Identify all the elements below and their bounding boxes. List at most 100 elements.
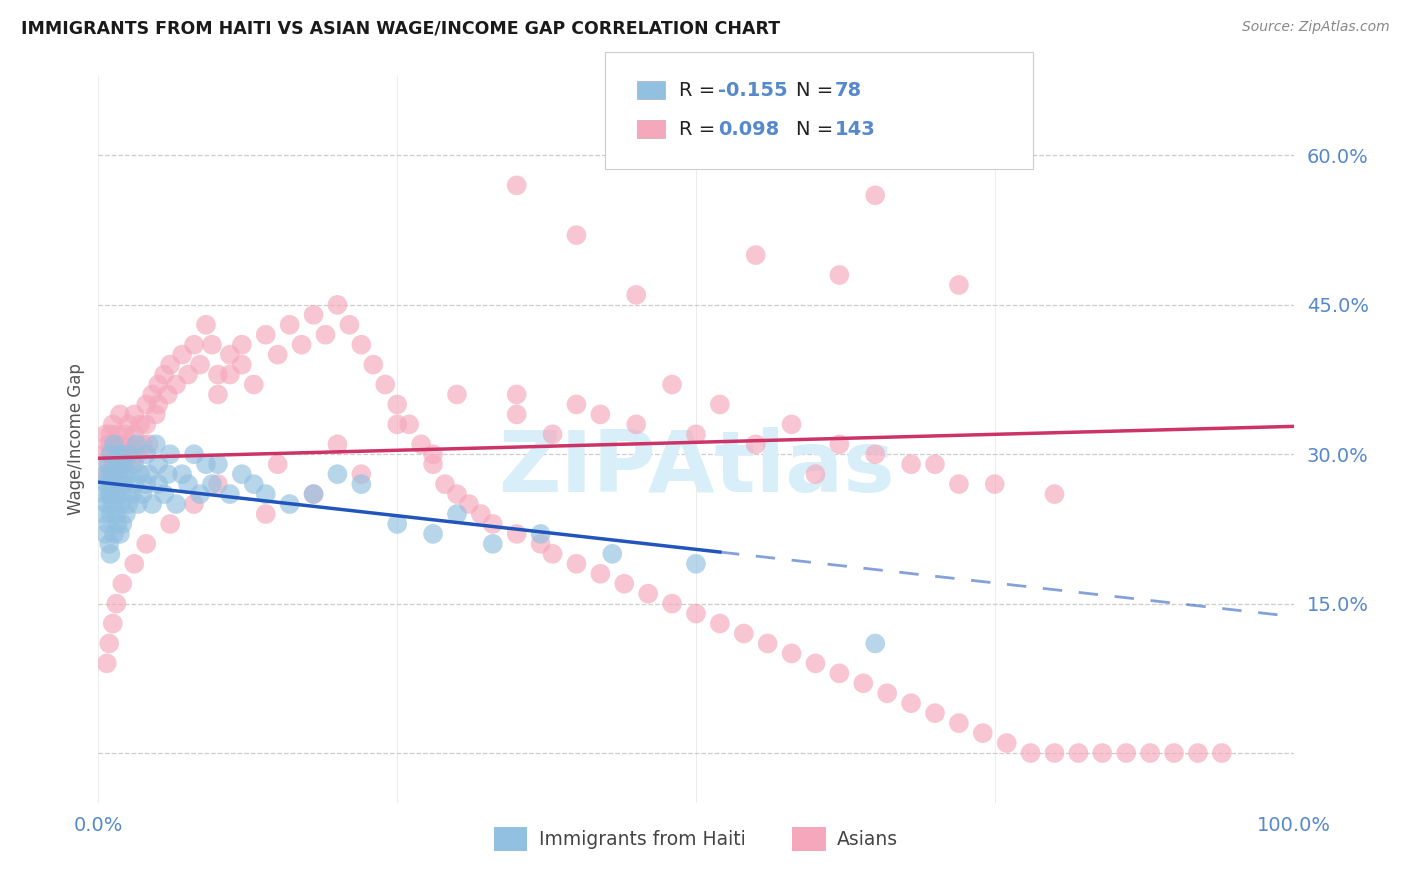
Point [541,427,564,442]
Point [98,477,122,491]
Point [98,467,122,482]
Point [141,497,163,511]
Point [159,516,181,531]
Point [1067,746,1090,760]
Point [188,358,211,372]
Point [278,318,301,332]
Point [661,377,683,392]
Point [107,516,129,531]
Point [156,467,179,482]
Point [125,437,148,451]
Point [101,417,124,432]
Point [446,507,468,521]
Point [254,507,277,521]
Point [1091,746,1114,760]
Point [804,657,827,671]
Point [104,437,127,451]
Point [98,636,121,650]
Point [127,497,149,511]
Point [135,537,157,551]
Point [98,487,122,501]
Point [111,457,134,471]
Point [97,437,120,451]
Point [385,397,409,411]
Point [98,437,122,451]
Point [97,516,120,531]
Point [96,657,118,671]
Text: -0.155: -0.155 [718,80,789,100]
Point [565,228,588,243]
Text: 143: 143 [835,120,876,139]
Point [326,298,349,312]
Point [93,487,115,501]
Point [446,387,468,401]
Point [172,467,194,482]
Point [219,348,242,362]
Point [141,387,163,401]
Point [107,477,129,491]
Point [124,457,146,471]
Point [105,507,128,521]
Point [565,397,588,411]
Point [267,457,290,471]
Point [145,437,167,451]
Point [153,368,176,382]
Point [350,477,373,491]
Point [148,377,170,392]
Point [302,487,325,501]
Point [756,636,779,650]
Point [111,467,134,482]
Point [177,368,200,382]
Point [243,377,266,392]
Point [183,497,205,511]
Point [118,437,141,451]
Point [98,537,121,551]
Point [828,437,851,451]
Point [131,437,153,451]
Point [254,487,277,501]
Point [876,686,898,700]
Point [96,467,118,482]
Point [231,358,253,372]
Point [183,337,205,351]
Point [709,397,731,411]
Point [530,537,553,551]
Point [685,557,707,571]
Point [422,457,444,471]
Point [153,487,176,501]
Text: R =: R = [679,120,721,139]
Point [93,447,115,461]
Point [111,576,134,591]
Point [165,497,187,511]
Point [108,447,131,461]
Point [828,268,851,282]
Point [135,397,157,411]
Point [98,487,121,501]
Point [541,547,564,561]
Point [481,516,505,531]
Point [118,467,141,482]
Point [103,527,125,541]
Point [900,696,922,710]
Point [115,507,138,521]
Point [780,417,803,432]
Point [661,597,683,611]
Point [852,676,875,690]
Point [948,277,970,292]
Point [411,437,433,451]
Point [326,467,349,482]
Point [865,636,887,650]
Point [105,487,128,501]
Point [96,477,118,491]
Text: N =: N = [796,120,839,139]
Point [626,417,648,432]
Point [124,477,146,491]
Point [924,457,946,471]
Point [1211,746,1233,760]
Point [278,497,301,511]
Point [637,587,659,601]
Point [948,477,970,491]
Point [156,387,179,401]
Point [458,497,481,511]
Point [385,516,409,531]
